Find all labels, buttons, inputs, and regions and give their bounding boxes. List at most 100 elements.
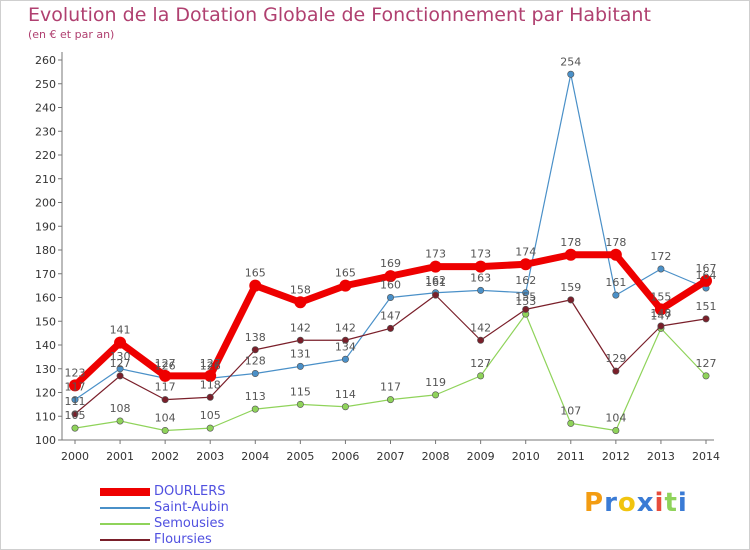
- logo-letter: i: [654, 488, 665, 518]
- data-label: 142: [470, 321, 491, 334]
- data-label: 147: [650, 309, 671, 322]
- data-label: 111: [65, 395, 86, 408]
- legend-label: Saint-Aubin: [154, 500, 229, 515]
- data-label: 167: [696, 262, 717, 275]
- legend: DOURLERS Saint-Aubin Semousies Floursies: [100, 484, 300, 548]
- x-tick-label: 2012: [602, 450, 630, 463]
- data-label: 163: [470, 271, 491, 284]
- data-point: [251, 405, 259, 413]
- logo-letter: t: [664, 488, 678, 518]
- y-tick-label: 120: [35, 387, 56, 400]
- data-label: 127: [200, 357, 221, 370]
- data-point: [296, 336, 304, 344]
- logo-letter: i: [677, 488, 688, 518]
- data-label: 162: [425, 274, 446, 287]
- y-tick-label: 160: [35, 292, 56, 305]
- y-tick-label: 250: [35, 78, 56, 91]
- data-label: 172: [650, 250, 671, 263]
- data-label: 105: [65, 409, 86, 422]
- data-point: [114, 336, 127, 349]
- legend-swatch: [100, 523, 150, 525]
- data-point: [296, 362, 304, 370]
- x-tick-label: 2011: [557, 450, 585, 463]
- y-tick-label: 170: [35, 268, 56, 281]
- data-point: [386, 396, 394, 404]
- data-label: 151: [696, 300, 717, 313]
- data-point: [296, 400, 304, 408]
- y-tick-label: 220: [35, 149, 56, 162]
- data-label: 131: [290, 347, 311, 360]
- data-point: [567, 70, 575, 78]
- data-label: 148: [650, 307, 671, 320]
- data-point: [657, 322, 665, 330]
- x-tick-label: 2008: [422, 450, 450, 463]
- data-label: 147: [380, 309, 401, 322]
- legend-item: DOURLERS: [100, 484, 300, 500]
- logo-letter: P: [584, 488, 605, 518]
- y-tick-label: 180: [35, 244, 56, 257]
- data-label: 142: [335, 321, 356, 334]
- data-point: [474, 260, 487, 273]
- data-point: [251, 346, 259, 354]
- data-point: [386, 324, 394, 332]
- data-point: [700, 274, 712, 287]
- data-label: 114: [335, 388, 356, 401]
- data-point: [654, 303, 667, 316]
- data-point: [116, 417, 124, 425]
- x-tick-label: 2001: [106, 450, 134, 463]
- data-label: 117: [155, 381, 176, 394]
- data-label: 165: [335, 267, 356, 280]
- x-tick-label: 2006: [331, 450, 359, 463]
- data-point: [116, 372, 124, 380]
- logo-letter: o: [617, 488, 637, 518]
- data-label: 118: [200, 378, 221, 391]
- y-tick-label: 240: [35, 102, 56, 115]
- data-label: 159: [560, 281, 581, 294]
- data-point: [564, 248, 577, 261]
- y-tick-label: 200: [35, 197, 56, 210]
- data-label: 141: [110, 324, 131, 337]
- data-point: [657, 265, 665, 273]
- chart-title: Evolution de la Dotation Globale de Fonc…: [28, 4, 651, 26]
- x-tick-label: 2013: [647, 450, 675, 463]
- data-label: 173: [425, 248, 446, 261]
- x-tick-label: 2004: [241, 450, 269, 463]
- data-point: [341, 355, 349, 363]
- data-label: 164: [696, 269, 717, 282]
- data-label: 162: [515, 274, 536, 287]
- data-point: [432, 291, 440, 299]
- data-label: 128: [245, 355, 266, 368]
- legend-swatch: [100, 488, 150, 496]
- data-point: [341, 336, 349, 344]
- data-point: [161, 426, 169, 434]
- data-label: 119: [425, 376, 446, 389]
- data-point: [477, 336, 485, 344]
- legend-swatch: [100, 507, 150, 509]
- x-tick-label: 2014: [692, 450, 720, 463]
- data-label: 155: [650, 290, 671, 303]
- data-point: [477, 372, 485, 380]
- data-point: [251, 369, 259, 377]
- logo-letter: r: [604, 488, 618, 518]
- data-label: 153: [515, 295, 536, 308]
- data-point: [612, 367, 620, 375]
- y-tick-label: 130: [35, 363, 56, 376]
- data-point: [71, 396, 79, 404]
- data-point: [609, 248, 622, 261]
- data-label: 127: [470, 357, 491, 370]
- data-point: [702, 372, 710, 380]
- data-point: [612, 291, 620, 299]
- data-label: 127: [110, 357, 131, 370]
- data-point: [69, 379, 81, 392]
- y-tick-label: 260: [35, 54, 56, 67]
- legend-item: Saint-Aubin: [100, 500, 300, 516]
- data-point: [294, 296, 307, 309]
- data-label: 104: [155, 412, 176, 425]
- data-label: 130: [110, 350, 131, 363]
- data-point: [432, 391, 440, 399]
- chart-subtitle: (en € et par an): [28, 28, 115, 41]
- data-point: [116, 365, 124, 373]
- data-label: 169: [380, 257, 401, 270]
